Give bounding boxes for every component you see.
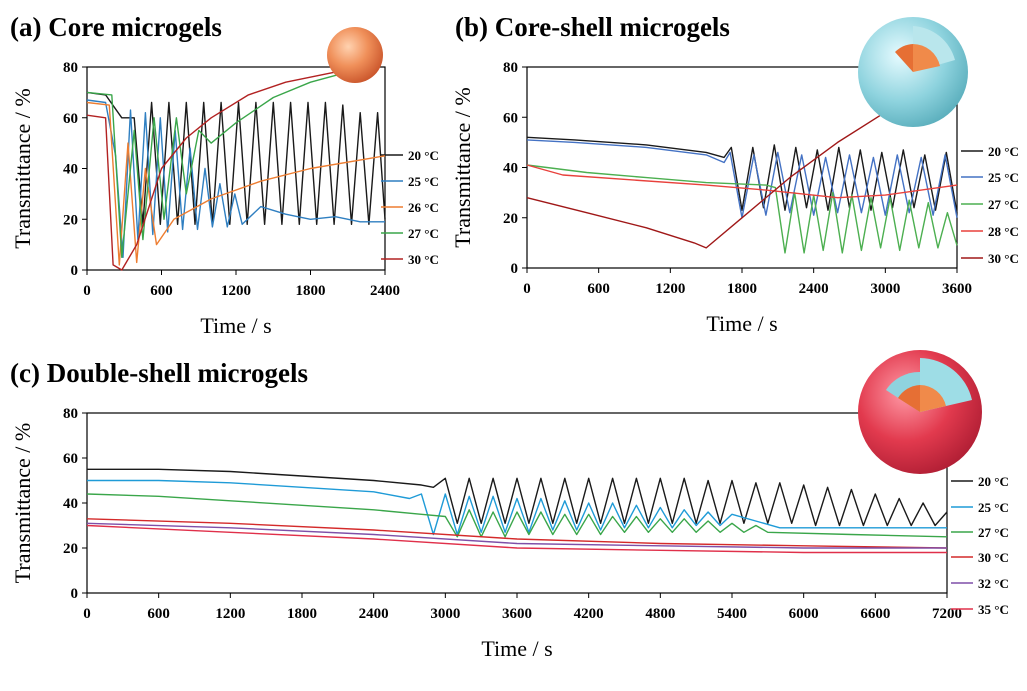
legend-label: 28 °C (988, 224, 1019, 239)
y-tick-label: 80 (63, 60, 78, 76)
x-tick-label: 0 (83, 283, 91, 299)
panel: (b) Core-shell microgels 0 20 40 60 80 0 600 120… (450, 12, 1019, 336)
x-tick-label: 1200 (655, 281, 685, 297)
panel-title: (b) Core-shell microgels (455, 12, 730, 42)
panel-title: (a) Core microgels (10, 12, 222, 42)
y-tick-label: 80 (63, 406, 78, 422)
panel-title: (c) Double-shell microgels (10, 358, 308, 388)
x-axis-label: Time / s (200, 313, 271, 338)
legend-label: 30 °C (978, 550, 1009, 565)
x-tick-label: 2400 (799, 281, 829, 297)
data-line (86, 71, 348, 258)
data-line (86, 493, 948, 538)
legend-label: 20 °C (988, 144, 1019, 159)
x-tick-label: 3600 (942, 281, 972, 297)
y-tick-label: 40 (63, 496, 78, 512)
data-line (526, 139, 958, 219)
y-tick-label: 80 (503, 60, 518, 76)
data-line (86, 71, 348, 271)
x-tick-label: 3000 (430, 606, 460, 622)
legend-label: 25 °C (978, 500, 1009, 515)
y-tick-label: 0 (71, 586, 79, 602)
y-tick-label: 40 (63, 162, 78, 178)
core-sphere-icon (327, 27, 383, 83)
x-tick-label: 3600 (502, 606, 532, 622)
x-tick-label: 4200 (574, 606, 604, 622)
x-tick-label: 1800 (727, 281, 757, 297)
x-tick-label: 600 (150, 283, 173, 299)
data-line (86, 101, 386, 266)
y-tick-label: 60 (63, 111, 78, 127)
legend-label: 20 °C (408, 148, 439, 163)
legend-label: 26 °C (408, 200, 439, 215)
data-line (526, 136, 958, 213)
x-tick-label: 4800 (645, 606, 675, 622)
double-shell-sphere-icon (858, 350, 982, 474)
x-tick-label: 1800 (287, 606, 317, 622)
core-shell-sphere-icon (858, 17, 968, 127)
legend-label: 27 °C (978, 525, 1009, 540)
x-tick-label: 0 (523, 281, 531, 297)
x-tick-label: 2400 (359, 606, 389, 622)
data-line (87, 479, 947, 536)
data-line (86, 522, 947, 549)
legend-label: 30 °C (408, 252, 439, 267)
y-axis-label: Transmittance / % (450, 87, 475, 248)
legend-label: 27 °C (988, 197, 1019, 212)
legend-label: 30 °C (988, 251, 1019, 266)
y-tick-label: 20 (63, 212, 78, 228)
data-line (526, 164, 958, 199)
x-axis-label: Time / s (481, 636, 552, 661)
legend-label: 25 °C (988, 170, 1019, 185)
x-tick-label: 5400 (717, 606, 747, 622)
y-tick-label: 40 (503, 161, 518, 177)
y-axis-label: Transmittance / % (10, 88, 35, 249)
panel: (c) Double-shell microgels 0 20 40 60 80 0 600 1… (10, 358, 1009, 661)
y-tick-label: 60 (63, 451, 78, 467)
y-tick-label: 0 (511, 261, 519, 277)
y-tick-label: 20 (63, 541, 78, 557)
x-tick-label: 600 (587, 281, 610, 297)
plot-frame (86, 66, 386, 271)
x-tick-label: 1200 (215, 606, 245, 622)
panel: (a) Core microgels 0 20 40 60 80 0 600 1200 1800 2… (10, 12, 439, 338)
x-axis-label: Time / s (706, 311, 777, 336)
legend-label: 32 °C (978, 576, 1009, 591)
x-tick-label: 600 (147, 606, 170, 622)
x-tick-label: 7200 (932, 606, 962, 622)
legend-label: 25 °C (408, 174, 439, 189)
x-tick-label: 0 (83, 606, 91, 622)
legend-label: 27 °C (408, 226, 439, 241)
plot-frame (86, 412, 948, 594)
data-line (86, 518, 948, 549)
y-axis-label: Transmittance / % (10, 423, 35, 584)
y-tick-label: 20 (503, 211, 518, 227)
data-line (526, 164, 958, 254)
data-line (87, 468, 948, 527)
data-line (526, 101, 910, 249)
data-line (86, 99, 385, 258)
y-tick-label: 0 (71, 263, 79, 279)
data-line (86, 524, 947, 554)
legend-label: 20 °C (978, 474, 1009, 489)
y-tick-label: 60 (503, 110, 518, 126)
x-tick-label: 1200 (221, 283, 251, 299)
data-line (86, 91, 386, 225)
legend-label: 35 °C (978, 602, 1009, 617)
x-tick-label: 3000 (870, 281, 900, 297)
x-tick-label: 6000 (789, 606, 819, 622)
x-tick-label: 1800 (296, 283, 326, 299)
x-tick-label: 2400 (370, 283, 400, 299)
x-tick-label: 6600 (860, 606, 890, 622)
